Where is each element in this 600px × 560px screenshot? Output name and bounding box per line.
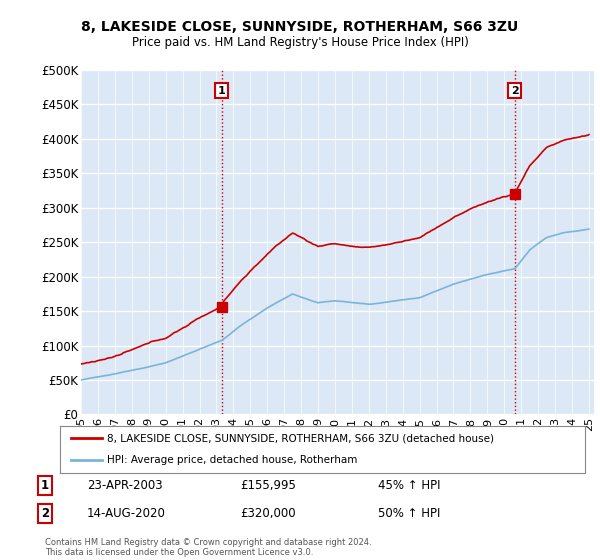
Text: Price paid vs. HM Land Registry's House Price Index (HPI): Price paid vs. HM Land Registry's House … [131, 36, 469, 49]
Text: 1: 1 [41, 479, 49, 492]
Text: 14-AUG-2020: 14-AUG-2020 [87, 507, 166, 520]
Text: 50% ↑ HPI: 50% ↑ HPI [378, 507, 440, 520]
Text: 8, LAKESIDE CLOSE, SUNNYSIDE, ROTHERHAM, S66 3ZU: 8, LAKESIDE CLOSE, SUNNYSIDE, ROTHERHAM,… [82, 20, 518, 34]
Text: 1: 1 [218, 86, 226, 96]
Text: 23-APR-2003: 23-APR-2003 [87, 479, 163, 492]
Text: £320,000: £320,000 [240, 507, 296, 520]
Text: 2: 2 [41, 507, 49, 520]
Text: HPI: Average price, detached house, Rotherham: HPI: Average price, detached house, Roth… [107, 455, 358, 465]
Text: 2: 2 [511, 86, 518, 96]
Text: 8, LAKESIDE CLOSE, SUNNYSIDE, ROTHERHAM, S66 3ZU (detached house): 8, LAKESIDE CLOSE, SUNNYSIDE, ROTHERHAM,… [107, 433, 494, 444]
Text: £155,995: £155,995 [240, 479, 296, 492]
Text: 45% ↑ HPI: 45% ↑ HPI [378, 479, 440, 492]
Text: Contains HM Land Registry data © Crown copyright and database right 2024.
This d: Contains HM Land Registry data © Crown c… [45, 538, 371, 557]
